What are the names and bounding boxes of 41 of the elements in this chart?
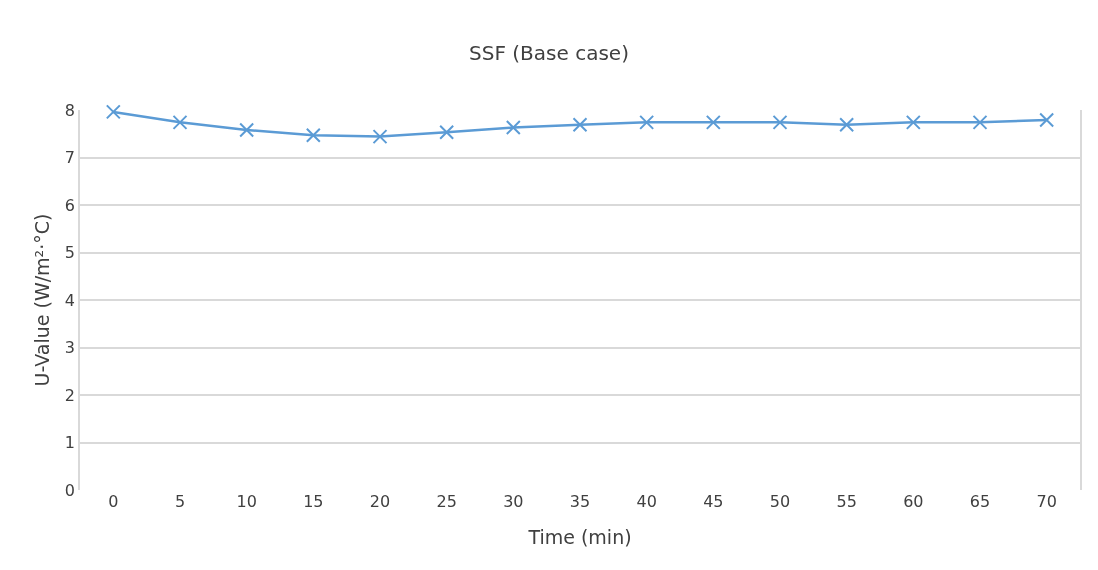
x-tick-label: 60 (903, 492, 924, 511)
y-tick-label: 8 (64, 100, 76, 120)
point (305, 127, 321, 143)
point (972, 114, 988, 130)
y-tick-label: 3 (64, 338, 76, 358)
x-tick-label: 45 (703, 492, 724, 511)
x-tick-label: 20 (369, 492, 391, 511)
y-tick-label: 7 (64, 148, 76, 168)
y-tick-label: 5 (64, 243, 76, 263)
y-tick-label: 2 (64, 385, 76, 405)
x-tick-label: 0 (108, 492, 119, 511)
point (372, 129, 388, 145)
point (705, 114, 721, 130)
point (105, 104, 121, 120)
point (505, 120, 521, 136)
x-tick-label: 25 (436, 492, 457, 511)
point (439, 124, 455, 140)
y-tick-label: 6 (64, 195, 76, 215)
x-tick-label: 30 (503, 492, 524, 511)
y-tick-label: 4 (64, 290, 76, 310)
chart-title: SSF (Base case) (469, 40, 629, 65)
point (572, 117, 588, 133)
point (172, 114, 188, 130)
x-tick-label: 15 (303, 492, 324, 511)
x-tick-label: 40 (636, 492, 657, 511)
x-tick-label: 5 (174, 492, 186, 511)
x-tick-label: 10 (236, 492, 257, 511)
point (905, 114, 921, 130)
y-tick-label: 1 (64, 433, 76, 453)
point (1039, 112, 1055, 128)
y-axis-title: U-Value (W/m²·°C) (31, 213, 54, 387)
x-tick-label: 35 (569, 492, 591, 511)
x-tick-label: 55 (836, 492, 857, 511)
x-axis-title: Time (min) (527, 525, 632, 548)
point (239, 122, 255, 138)
point (839, 117, 855, 133)
point (772, 114, 788, 130)
x-tick-label: 65 (969, 492, 991, 511)
x-tick-label: 50 (769, 492, 791, 511)
x-tick-label: 70 (1036, 492, 1057, 511)
point (639, 114, 655, 130)
